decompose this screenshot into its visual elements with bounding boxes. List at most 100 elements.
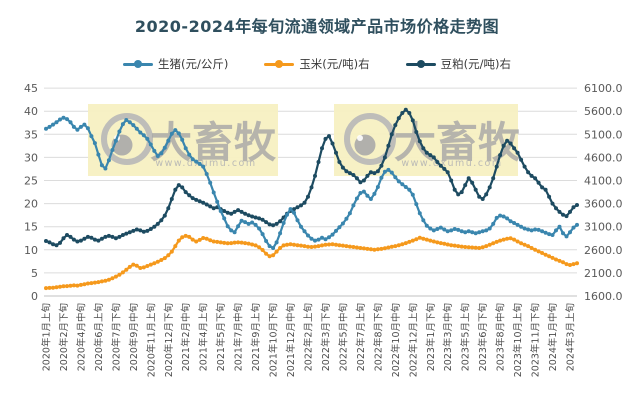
soymeal-price-line-marker (529, 173, 534, 178)
corn-price-line-marker (75, 283, 80, 288)
soymeal-price-line-marker (110, 234, 115, 239)
soymeal-price-line-marker (547, 194, 552, 199)
corn-line-marker-icon (264, 60, 295, 68)
corn-price-line-marker (225, 241, 230, 246)
y-axis-left-tick-label: 10 (24, 244, 38, 257)
corn-price-line-marker (222, 240, 227, 245)
corn-price-line-marker (124, 267, 129, 272)
hog-price-line-marker (512, 221, 517, 225)
corn-price-line-marker (159, 258, 164, 262)
y-axis-left-tick-label: 15 (24, 221, 38, 234)
corn-price-line-marker (148, 262, 153, 267)
hog-price-line-marker (141, 133, 146, 138)
hog-price-line-marker (61, 115, 66, 120)
soymeal-price-line-marker (340, 165, 345, 170)
hog-price-line-marker (134, 126, 139, 131)
corn-price-line-marker (299, 243, 303, 248)
soymeal-price-line-marker (82, 236, 87, 241)
hog-price-line-marker (166, 138, 171, 143)
corn-price-line-marker (351, 245, 356, 249)
corn-price-line-marker (215, 239, 220, 244)
corn-price-line-marker (435, 240, 440, 245)
soymeal-price-line-marker (292, 207, 296, 212)
soymeal-price-line-marker (410, 118, 415, 123)
hog-price-line-marker (526, 227, 531, 232)
soymeal-price-line-marker (187, 193, 192, 198)
soymeal-price-line-marker (519, 157, 524, 162)
corn-price-line-marker (285, 242, 289, 247)
hog-price-line-marker (393, 175, 398, 180)
y-axis-left-tick-label: 25 (24, 175, 38, 188)
corn-price-line-marker (127, 264, 132, 269)
corn-price-line-marker (456, 244, 461, 249)
corn-price-line-marker (113, 274, 118, 279)
hog-price-line-marker (302, 229, 307, 234)
soymeal-price-line-marker (557, 209, 562, 214)
soymeal-price-line-marker (89, 235, 94, 240)
soymeal-price-line-marker (466, 176, 471, 181)
hog-price-line-marker (271, 246, 276, 250)
corn-price-line-marker (428, 238, 433, 243)
corn-price-line-marker (320, 243, 324, 248)
x-axis-tick-label: 2023年1月下旬 (425, 303, 437, 371)
hog-price-line-marker (89, 134, 94, 139)
hog-price-line-marker (358, 191, 363, 195)
corn-price-line-marker (295, 243, 300, 248)
soymeal-price-line-marker (522, 164, 527, 169)
soymeal-price-line-marker (197, 199, 202, 204)
soymeal-price-line-marker (159, 218, 164, 223)
corn-price-line-marker (505, 236, 510, 241)
soymeal-price-line-marker (320, 146, 324, 151)
corn-price-line-marker (180, 235, 185, 240)
hog-price-line-marker (44, 126, 48, 131)
x-axis-tick-label: 2024年1月中旬 (547, 303, 559, 371)
hog-price-line-marker (334, 228, 338, 233)
hog-price-line-marker (564, 234, 569, 239)
soymeal-price-line-marker (267, 222, 272, 227)
hog-price-line-marker (82, 122, 87, 127)
legend-label-hog: 生猪(元/公斤) (157, 57, 229, 71)
hog-price-line-marker (480, 229, 485, 234)
hog-price-line-marker (204, 172, 209, 176)
hog-price-line-marker (407, 187, 412, 192)
hog-price-line-marker (267, 244, 272, 249)
corn-price-line-marker (155, 259, 160, 264)
soymeal-price-line-marker (44, 239, 48, 243)
soymeal-price-line-marker (176, 183, 181, 188)
hog-price-line-marker (491, 221, 496, 226)
y-axis-right-tick-label: 6100.0 (584, 82, 623, 95)
hog-price-line-marker (113, 138, 118, 143)
soymeal-price-line-marker (124, 231, 129, 236)
x-axis-tick-label: 2020年6月上旬 (93, 303, 105, 371)
hog-price-line-marker (421, 218, 426, 223)
soymeal-price-line-marker (250, 214, 255, 219)
corn-price-line-marker (204, 236, 209, 241)
corn-price-line-marker (400, 242, 405, 247)
hog-price-line-marker (396, 179, 401, 184)
corn-price-line-marker (389, 244, 394, 249)
corn-price-line-marker (368, 247, 373, 252)
x-axis-tick-label: 2023年11月下旬 (530, 303, 542, 377)
hog-price-line-marker (477, 230, 482, 235)
y-axis-left-tick-label: 5 (31, 267, 38, 280)
corn-price-line-marker (243, 241, 248, 246)
y-axis-right-tick-label: 2100.0 (584, 267, 623, 280)
corn-price-line-marker (438, 241, 443, 246)
soymeal-price-line-marker (424, 150, 429, 155)
x-axis-tick-label: 2021年9月上旬 (250, 303, 262, 371)
soymeal-price-line-marker (257, 216, 262, 221)
hog-price-line-marker (505, 216, 510, 221)
soymeal-line-marker-icon (405, 60, 436, 68)
corn-price-line-marker (410, 238, 415, 243)
hog-price-line-marker (438, 225, 443, 230)
soymeal-price-line-marker (561, 212, 565, 217)
soymeal-price-line-marker (271, 223, 276, 228)
x-axis-tick-label: 2021年7月中旬 (233, 303, 245, 371)
hog-price-line-marker (306, 233, 310, 238)
hog-price-line-marker (218, 209, 223, 213)
soymeal-price-line-marker (452, 187, 457, 192)
x-axis-tick-label: 2021年10月下旬 (268, 303, 280, 377)
soymeal-price-line-marker (459, 190, 464, 195)
corn-price-line-marker (382, 246, 387, 251)
hog-price-line-marker (110, 148, 115, 152)
